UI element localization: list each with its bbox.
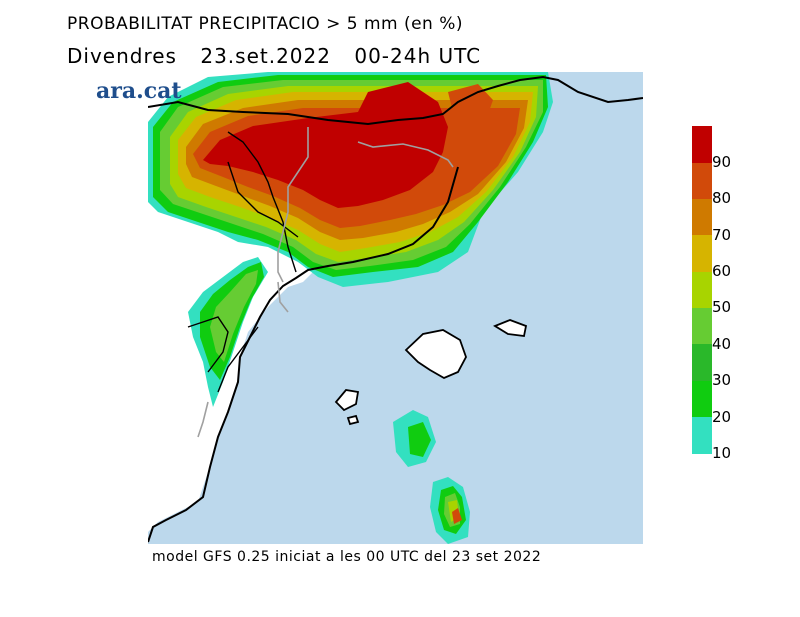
coastline	[148, 75, 643, 543]
legend-label: 80	[712, 189, 732, 207]
precipitation-map	[148, 72, 643, 544]
legend-swatch-90	[692, 126, 712, 163]
legend-swatch-20	[692, 381, 712, 417]
legend-swatch-60	[692, 235, 712, 272]
legend-label: 40	[712, 335, 732, 353]
subtitle-date: 23.set.2022	[200, 44, 331, 68]
subtitle-period: 00-24h UTC	[354, 44, 482, 68]
legend-label: 30	[712, 371, 732, 389]
map-subtitle: Divendres 23.set.2022 00-24h UTC	[67, 44, 497, 68]
legend-swatch-40	[692, 308, 712, 344]
region-borders	[197, 127, 454, 438]
land-menorca	[493, 319, 528, 337]
color-legend	[692, 126, 712, 454]
legend-label: 50	[712, 298, 732, 316]
land-ibiza	[334, 389, 360, 412]
brand-logo: ara.cat	[96, 78, 182, 104]
model-footer: model GFS 0.25 iniciat a les 00 UTC del …	[152, 549, 542, 565]
legend-label: 60	[712, 262, 732, 280]
map-title: PROBABILITAT PRECIPITACIO > 5 mm (en %)	[67, 14, 464, 34]
legend-label: 10	[712, 444, 732, 462]
legend-swatch-50	[692, 272, 712, 308]
legend-label: 90	[712, 153, 732, 171]
legend-swatch-80	[692, 163, 712, 199]
land-formentera	[346, 414, 360, 426]
land-mallorca	[404, 329, 467, 380]
probability-shading	[148, 72, 553, 544]
border-lines	[187, 131, 299, 393]
legend-swatch-30	[692, 344, 712, 381]
legend-swatch-10	[692, 417, 712, 454]
legend-label: 20	[712, 408, 732, 426]
legend-label: 70	[712, 226, 732, 244]
subtitle-day: Divendres	[67, 44, 177, 68]
legend-swatch-70	[692, 199, 712, 235]
